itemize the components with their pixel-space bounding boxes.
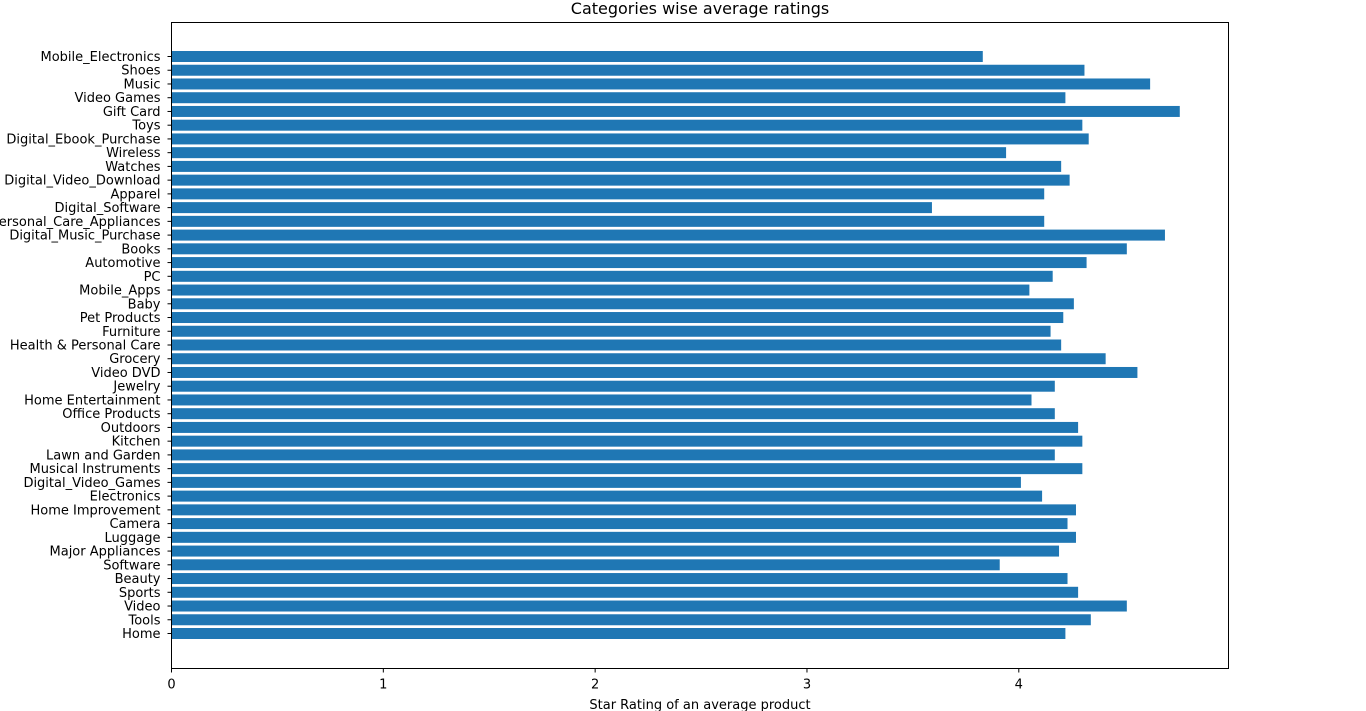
bar-21: [171, 339, 1062, 351]
bar-1: [171, 64, 1085, 76]
category-label-12: Personal_Care_Appliances: [0, 215, 161, 230]
category-label-2: Music: [124, 77, 161, 92]
bar-3: [171, 92, 1066, 104]
bar-23: [171, 366, 1138, 378]
bar-41: [171, 614, 1091, 626]
x-axis-label: Star Rating of an average product: [589, 698, 810, 711]
category-label-38: Beauty: [115, 572, 161, 587]
bar-31: [171, 476, 1021, 488]
bar-33: [171, 504, 1076, 516]
category-label-8: Watches: [105, 160, 160, 175]
bar-42: [171, 628, 1066, 639]
category-label-17: Mobile_Apps: [79, 284, 161, 299]
bar-34: [171, 518, 1068, 530]
category-label-40: Video: [124, 600, 160, 615]
bar-30: [171, 463, 1083, 475]
category-label-4: Gift Card: [103, 105, 161, 120]
bar-16: [171, 270, 1053, 282]
bar-13: [171, 229, 1165, 241]
category-label-7: Wireless: [106, 146, 161, 161]
category-label-30: Musical Instruments: [30, 462, 161, 477]
category-label-18: Baby: [128, 297, 161, 312]
bar-17: [171, 284, 1030, 296]
x-tick-label-1: 1: [379, 678, 387, 693]
category-label-28: Kitchen: [112, 435, 161, 450]
x-tick-label-3: 3: [803, 678, 811, 693]
bar-4: [171, 105, 1180, 117]
bar-28: [171, 435, 1083, 447]
bar-14: [171, 243, 1127, 255]
bar-26: [171, 408, 1055, 420]
bar-12: [171, 215, 1045, 227]
chart-title: Categories wise average ratings: [571, 0, 829, 18]
bar-11: [171, 202, 932, 214]
category-label-33: Home Improvement: [31, 503, 161, 518]
category-label-32: Electronics: [90, 490, 161, 505]
bar-32: [171, 490, 1043, 502]
category-label-42: Home: [122, 627, 160, 642]
x-tick-label-0: 0: [167, 678, 175, 693]
category-label-13: Digital_Music_Purchase: [9, 229, 160, 244]
bar-24: [171, 380, 1055, 392]
bar-0: [171, 51, 983, 62]
category-label-11: Digital_Software: [55, 201, 161, 216]
bar-40: [171, 600, 1127, 612]
plot-frame: [171, 22, 1229, 669]
bar-15: [171, 257, 1087, 269]
category-label-29: Lawn and Garden: [46, 448, 160, 463]
bar-35: [171, 531, 1076, 543]
bar-5: [171, 119, 1083, 131]
bar-38: [171, 573, 1068, 585]
category-label-26: Office Products: [62, 407, 160, 422]
category-label-3: Video Games: [74, 91, 160, 106]
category-label-5: Toys: [131, 119, 160, 134]
category-label-36: Major Appliances: [50, 545, 161, 560]
category-label-9: Digital_Video_Download: [4, 174, 160, 189]
category-label-10: Apparel: [110, 187, 160, 202]
category-label-19: Pet Products: [80, 311, 161, 326]
x-ticks-group: 0 1 2 3 4: [167, 668, 1023, 693]
category-label-22: Grocery: [109, 352, 161, 367]
category-label-16: PC: [144, 270, 161, 285]
bar-37: [171, 559, 1000, 571]
category-label-35: Luggage: [105, 531, 161, 546]
category-label-20: Furniture: [102, 325, 160, 340]
bar-7: [171, 147, 1007, 159]
bar-8: [171, 160, 1062, 172]
category-label-37: Software: [103, 558, 160, 573]
category-label-23: Video DVD: [91, 366, 160, 381]
category-label-15: Automotive: [85, 256, 160, 271]
bar-27: [171, 421, 1079, 433]
category-label-14: Books: [121, 242, 160, 257]
bar-25: [171, 394, 1032, 406]
bar-2: [171, 78, 1151, 90]
bars-group: [171, 51, 1180, 639]
category-label-24: Jewelry: [112, 380, 160, 395]
category-label-41: Tools: [127, 613, 160, 628]
bar-20: [171, 325, 1051, 337]
bar-6: [171, 133, 1089, 145]
x-tick-label-4: 4: [1015, 678, 1023, 693]
bar-9: [171, 174, 1070, 186]
category-label-25: Home Entertainment: [24, 393, 160, 408]
category-label-1: Shoes: [121, 64, 160, 79]
category-label-6: Digital_Ebook_Purchase: [6, 132, 160, 147]
category-label-31: Digital_Video_Games: [23, 476, 160, 491]
category-label-39: Sports: [119, 586, 161, 601]
bar-10: [171, 188, 1045, 200]
category-label-34: Camera: [109, 517, 160, 532]
bar-18: [171, 298, 1074, 310]
x-tick-label-2: 2: [591, 678, 599, 693]
bar-29: [171, 449, 1055, 461]
category-label-27: Outdoors: [101, 421, 161, 436]
bar-22: [171, 353, 1106, 365]
category-label-21: Health & Personal Care: [10, 339, 161, 354]
bar-36: [171, 545, 1060, 557]
bar-19: [171, 312, 1064, 324]
bar-39: [171, 586, 1079, 598]
category-label-0: Mobile_Electronics: [41, 50, 161, 65]
